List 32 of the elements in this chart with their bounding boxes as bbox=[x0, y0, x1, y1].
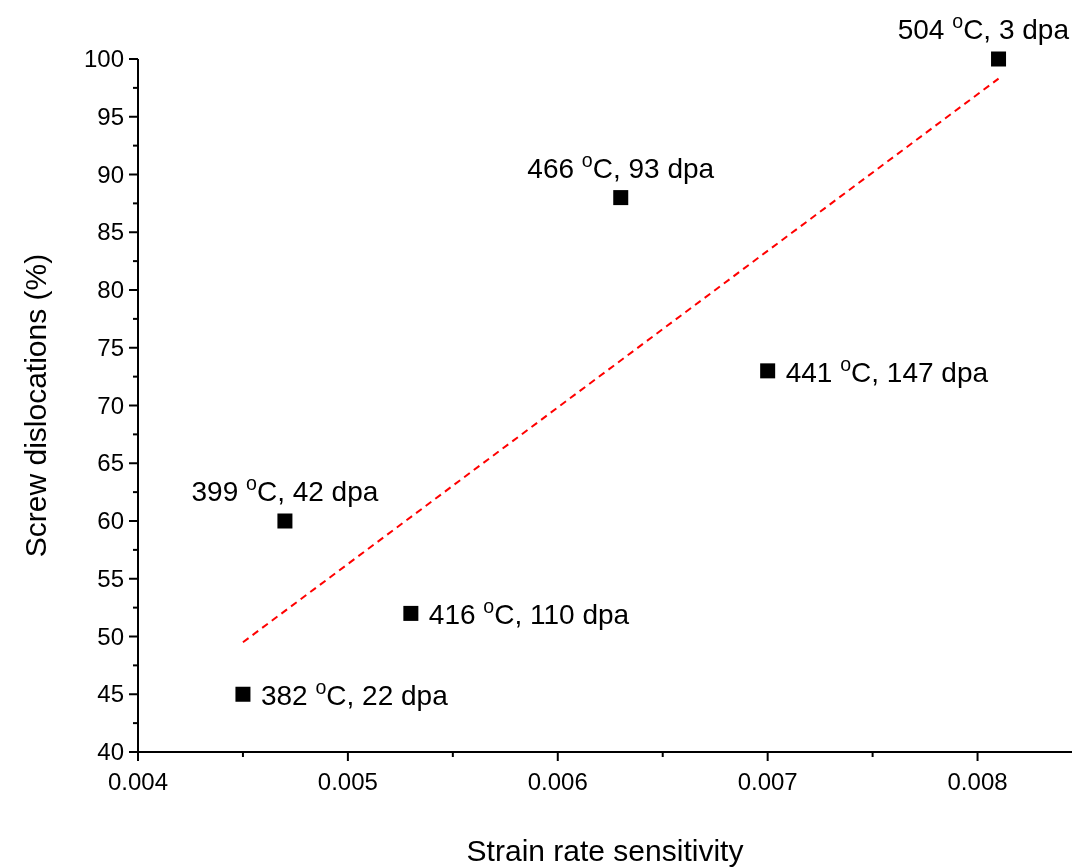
y-tick-label: 90 bbox=[97, 160, 124, 188]
point bbox=[277, 513, 293, 529]
annotation: 441 $^{o}$C, 147 dpa bbox=[785, 352, 989, 388]
y-tick-label: 55 bbox=[97, 564, 124, 592]
y-tick-label: 85 bbox=[97, 218, 124, 246]
x-tick-label: 0.007 bbox=[737, 768, 798, 795]
y-axis-title: Screw dislocations (%) bbox=[19, 253, 52, 558]
y-tick-label: 75 bbox=[97, 333, 124, 361]
x-tick-label: 0.008 bbox=[947, 768, 1008, 795]
y-tick-label: 65 bbox=[97, 449, 124, 477]
annotation: 382 $^{o}$C, 22 dpa bbox=[260, 676, 449, 712]
y-tick-label: 50 bbox=[97, 622, 124, 650]
annotation: 504 $^{o}$C, 3 dpa bbox=[897, 10, 1070, 45]
x-tick-label: 0.004 bbox=[107, 768, 169, 795]
y-tick-label: 80 bbox=[97, 276, 124, 303]
point bbox=[403, 605, 419, 621]
y-tick-label: 95 bbox=[97, 102, 124, 130]
x-tick-label: 0.006 bbox=[527, 768, 588, 795]
y-tick-label: 40 bbox=[97, 738, 124, 765]
y-tick-label: 60 bbox=[97, 507, 124, 534]
point bbox=[760, 363, 776, 379]
y-tick-label: 45 bbox=[97, 680, 124, 708]
y-tick-label: 70 bbox=[97, 391, 124, 419]
x-axis-title: Strain rate sensitivity bbox=[466, 834, 744, 867]
point bbox=[613, 190, 629, 206]
annotation: 399 $^{o}$C, 42 dpa bbox=[191, 472, 379, 507]
annotation: 416 $^{o}$C, 110 dpa bbox=[428, 595, 630, 631]
x-tick-label: 0.005 bbox=[317, 768, 378, 795]
point bbox=[991, 51, 1007, 67]
annotation: 466 $^{o}$C, 93 dpa bbox=[527, 148, 715, 184]
point bbox=[235, 686, 251, 702]
y-tick-label: 100 bbox=[83, 45, 124, 72]
